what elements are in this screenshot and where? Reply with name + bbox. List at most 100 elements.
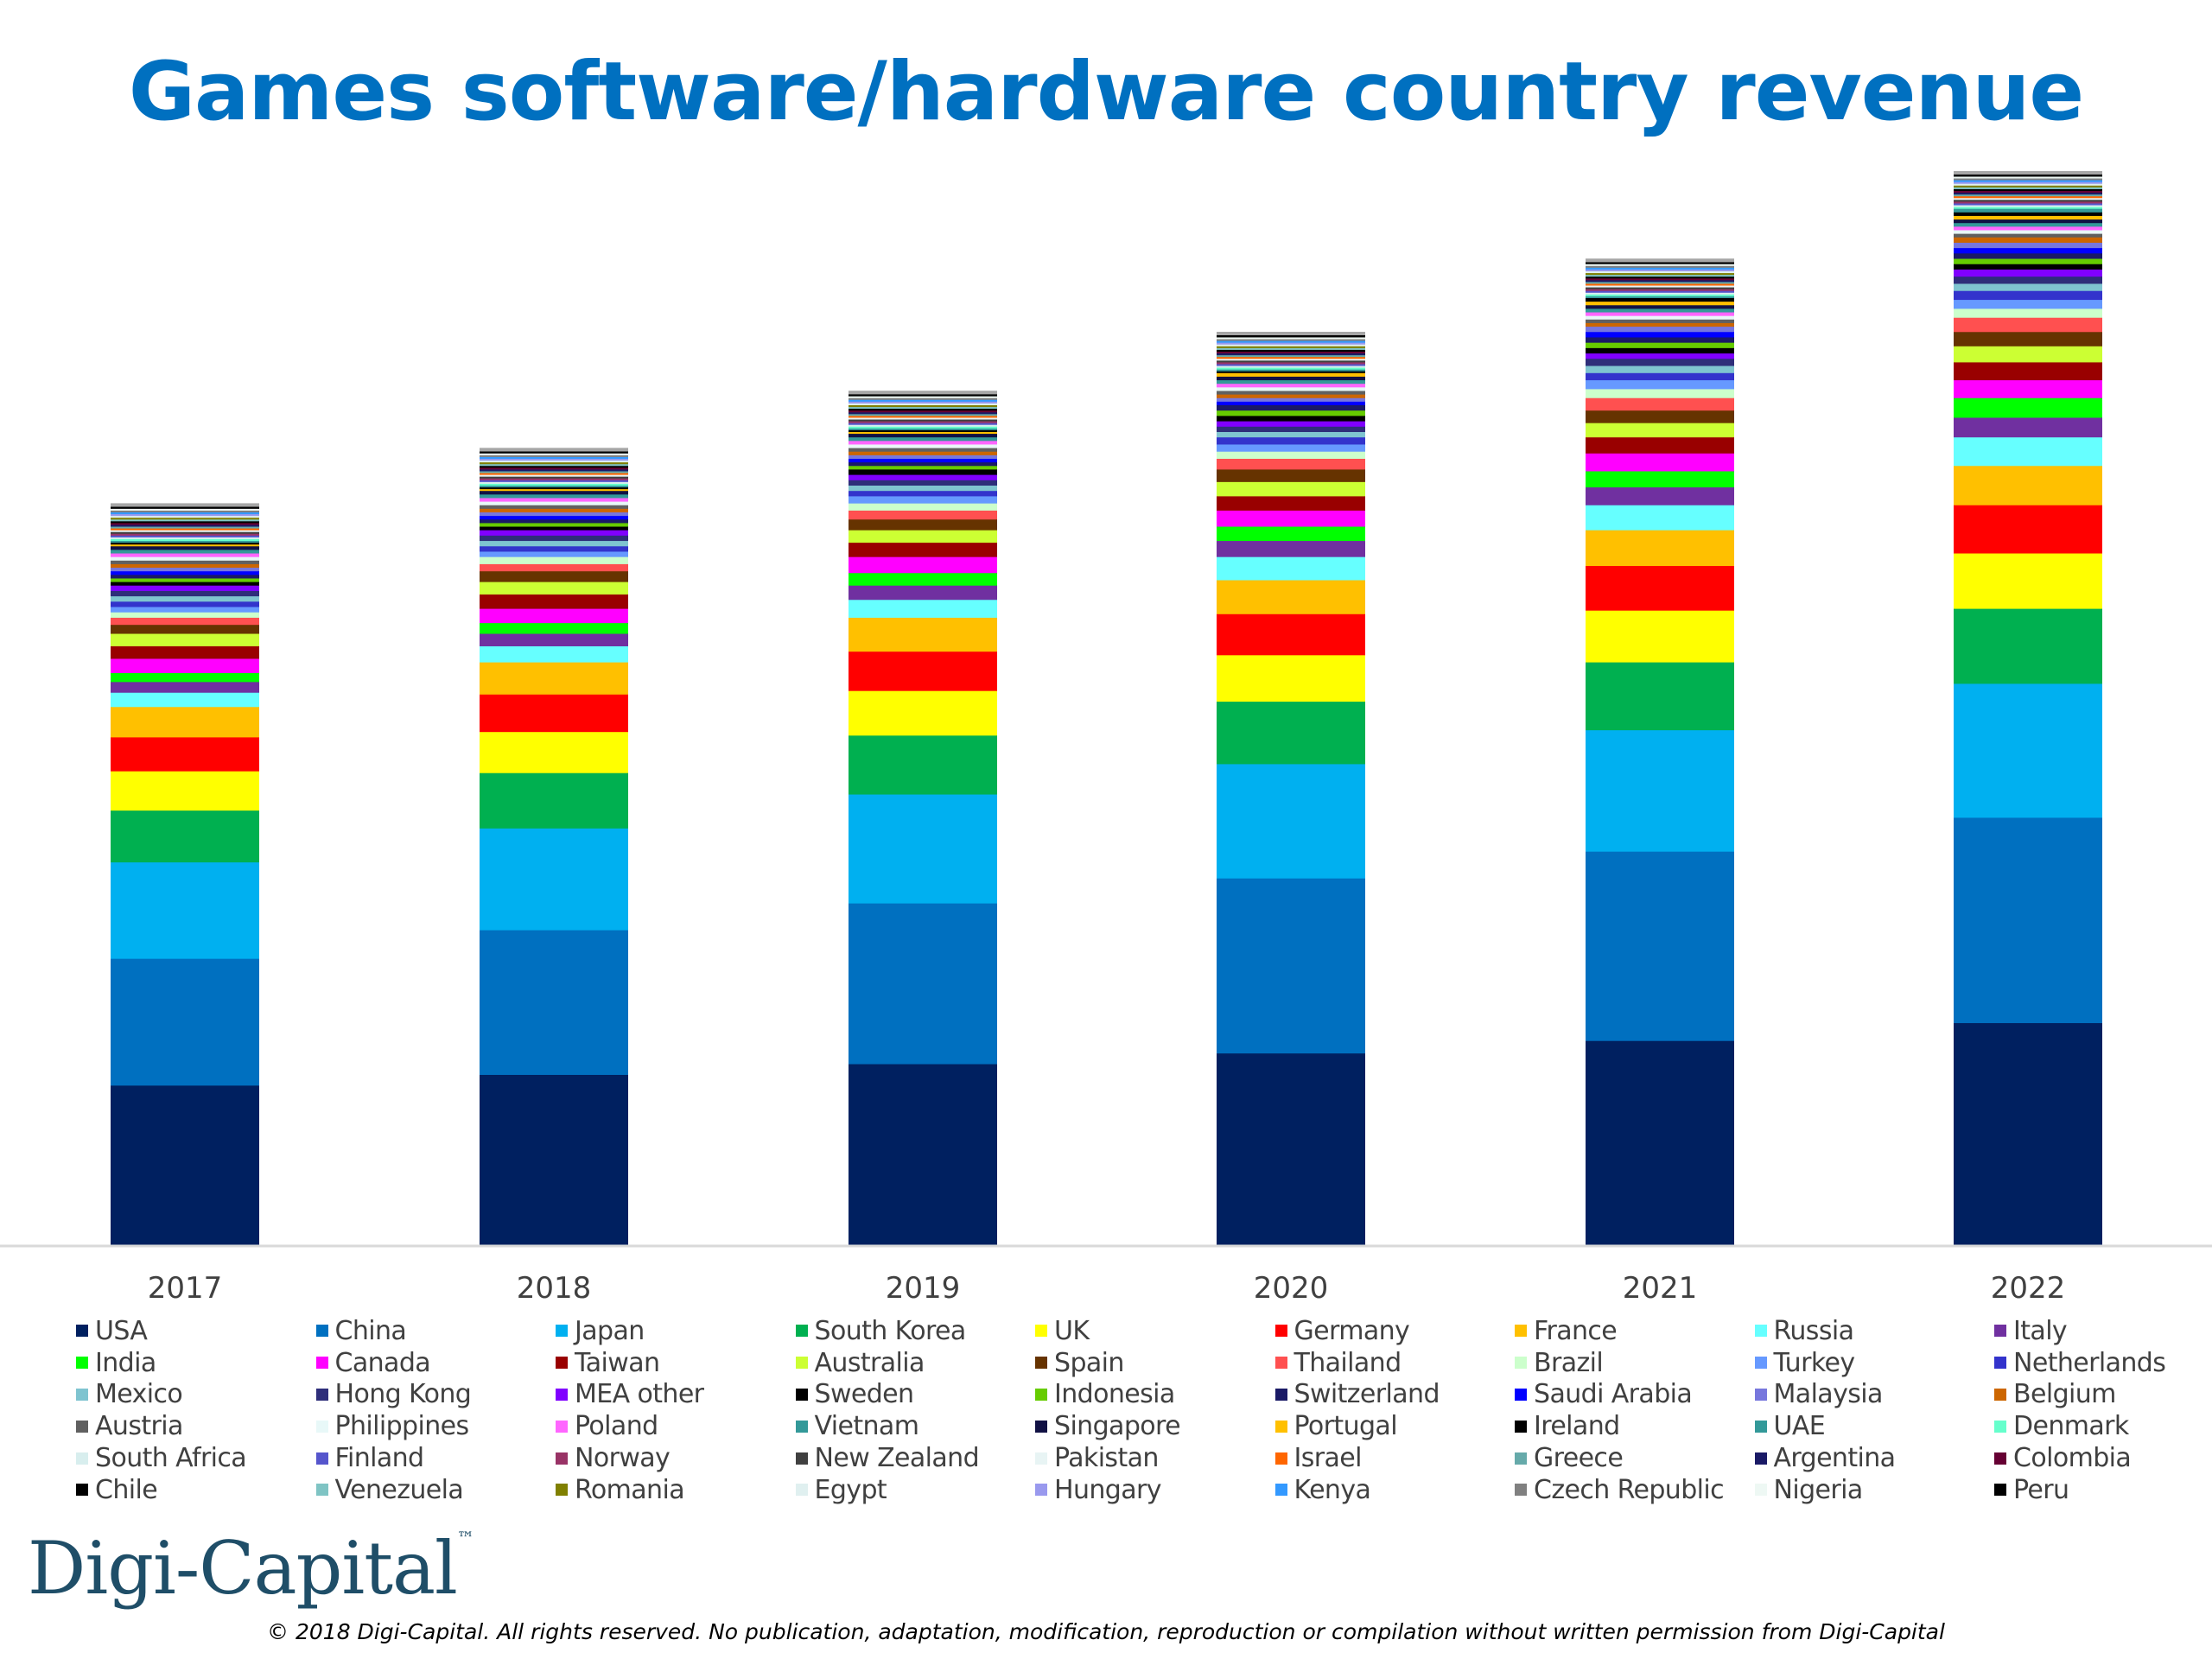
bar-segment-south-africa-2019 — [849, 424, 997, 427]
bar-segment-singapore-2022 — [1954, 219, 2102, 224]
legend: USA China Japan South Korea UK Germany France R… — [76, 1315, 2184, 1506]
bar-segment-portugal-2022 — [1954, 215, 2102, 220]
bar-segment-czech-republic-2022 — [1954, 178, 2102, 181]
bar-segment-venezuela-2020 — [1217, 347, 1365, 350]
x-tick-label-2021: 2021 — [1623, 1271, 1698, 1306]
bar-segment-greece-2021 — [1586, 282, 1734, 284]
legend-item-poland: Poland — [556, 1410, 796, 1442]
bar-segment-mexico-2019 — [849, 485, 997, 492]
legend-swatch — [315, 1357, 328, 1370]
bar-segment-thailand-2018 — [480, 563, 628, 572]
bar-segment-greece-2022 — [1954, 194, 2102, 197]
bar-segment-hong-kong-2021 — [1586, 358, 1734, 366]
legend-swatch — [1515, 1452, 1527, 1465]
legend-label: Austria — [95, 1411, 183, 1442]
bar-segment-venezuela-2018 — [480, 463, 628, 467]
bar-top-cap-2022 — [1954, 171, 2102, 175]
bar-segment-philippines-2021 — [1586, 315, 1734, 320]
legend-label: South Africa — [95, 1443, 247, 1474]
legend-label: Germany — [1294, 1315, 1410, 1346]
legend-item-canada: Canada — [315, 1347, 556, 1379]
bar-segment-sweden-2019 — [849, 469, 997, 475]
bar-segment-uk-2019 — [849, 690, 997, 736]
legend-swatch — [1754, 1325, 1767, 1338]
bar-segment-argentina-2019 — [849, 411, 997, 415]
bar-segment-portugal-2020 — [1217, 372, 1365, 377]
legend-label: UAE — [1773, 1411, 1826, 1442]
bar-segment-china-2021 — [1586, 851, 1734, 1041]
bar-segment-mea-other-2021 — [1586, 353, 1734, 359]
bar-segment-peru-2021 — [1586, 262, 1734, 264]
bar-segment-egypt-2020 — [1217, 344, 1365, 346]
legend-label: Hong Kong — [334, 1379, 472, 1410]
bar-segment-philippines-2020 — [1217, 386, 1365, 391]
bar-top-cap-2020 — [1217, 332, 1365, 335]
bar-segment-new-zealand-2022 — [1954, 199, 2102, 202]
bar-segment-vietnam-2019 — [849, 436, 997, 442]
bars-layer — [111, 171, 2102, 1247]
legend-label: Denmark — [2013, 1411, 2129, 1442]
bar-segment-czech-republic-2019 — [849, 397, 997, 400]
bar-segment-uk-2020 — [1217, 654, 1365, 702]
legend-item-singapore: Singapore — [1035, 1410, 1275, 1442]
bar-segment-new-zealand-2018 — [480, 476, 628, 479]
bar-segment-mea-other-2019 — [849, 474, 997, 480]
bar-segment-mea-other-2017 — [111, 585, 259, 591]
bar-segment-mea-other-2022 — [1954, 269, 2102, 277]
bar-segment-sweden-2021 — [1586, 347, 1734, 354]
bar-segment-switzerland-2018 — [480, 518, 628, 524]
legend-item-south-korea: South Korea — [795, 1315, 1036, 1347]
bar-segment-argentina-2021 — [1586, 279, 1734, 283]
bar-segment-peru-2020 — [1217, 335, 1365, 338]
bar-segment-mea-other-2018 — [480, 530, 628, 536]
legend-swatch — [76, 1420, 88, 1433]
bar-segment-australia-2021 — [1586, 423, 1734, 438]
bar-segment-venezuela-2022 — [1954, 187, 2102, 189]
legend-item-india: India — [76, 1347, 316, 1379]
legend-swatch — [76, 1388, 88, 1401]
legend-label: Norway — [575, 1443, 671, 1474]
bar-segment-norway-2022 — [1954, 201, 2102, 204]
legend-label: Russia — [1773, 1315, 1854, 1346]
bar-segment-australia-2022 — [1954, 346, 2102, 363]
legend-label: Nigeria — [1773, 1474, 1864, 1505]
bar-segment-venezuela-2019 — [849, 406, 997, 410]
bar-segment-netherlands-2019 — [849, 490, 997, 497]
bar-segment-australia-2020 — [1217, 481, 1365, 497]
bar-segment-saudi-arabia-2017 — [111, 570, 259, 575]
bar-segment-colombia-2020 — [1217, 351, 1365, 354]
bar-segment-nigeria-2020 — [1217, 337, 1365, 340]
bar-segment-denmark-2022 — [1954, 207, 2102, 209]
bar-segment-taiwan-2021 — [1586, 436, 1734, 454]
bar-segment-poland-2022 — [1954, 226, 2102, 231]
bar-segment-colombia-2018 — [480, 467, 628, 470]
legend-item-switzerland: Switzerland — [1274, 1379, 1516, 1411]
legend-label: Singapore — [1054, 1411, 1181, 1442]
bar-segment-indonesia-2020 — [1217, 410, 1365, 416]
legend-swatch — [76, 1484, 88, 1497]
bar-segment-romania-2021 — [1586, 272, 1734, 276]
legend-label: Taiwan — [575, 1347, 660, 1378]
bar-segment-norway-2018 — [480, 478, 628, 480]
bar-segment-spain-2019 — [849, 518, 997, 531]
legend-item-france: France — [1515, 1315, 1755, 1347]
legend-label: Japan — [575, 1315, 645, 1346]
legend-swatch — [795, 1357, 808, 1370]
bar-segment-germany-2022 — [1954, 505, 2102, 554]
legend-label: Ireland — [1534, 1411, 1620, 1442]
x-tick-label-2018: 2018 — [517, 1271, 592, 1306]
legend-label: Peru — [2013, 1474, 2069, 1505]
bar-segment-norway-2017 — [111, 533, 259, 536]
bar-segment-japan-2022 — [1954, 683, 2102, 818]
bar-segment-romania-2020 — [1217, 346, 1365, 348]
bar-stack-2022 — [1954, 171, 2102, 1247]
legend-swatch — [1515, 1420, 1527, 1433]
bar-segment-indonesia-2022 — [1954, 258, 2102, 264]
x-tick-labels: 2017 2018 2019 2020 2021 2022 — [148, 1271, 2066, 1306]
bar-segment-argentina-2018 — [480, 469, 628, 472]
legend-item-japan: Japan — [556, 1315, 796, 1347]
legend-label: Netherlands — [2013, 1347, 2166, 1378]
bar-segment-singapore-2020 — [1217, 376, 1365, 381]
legend-swatch — [1754, 1452, 1767, 1465]
legend-item-vietnam: Vietnam — [795, 1410, 1036, 1442]
